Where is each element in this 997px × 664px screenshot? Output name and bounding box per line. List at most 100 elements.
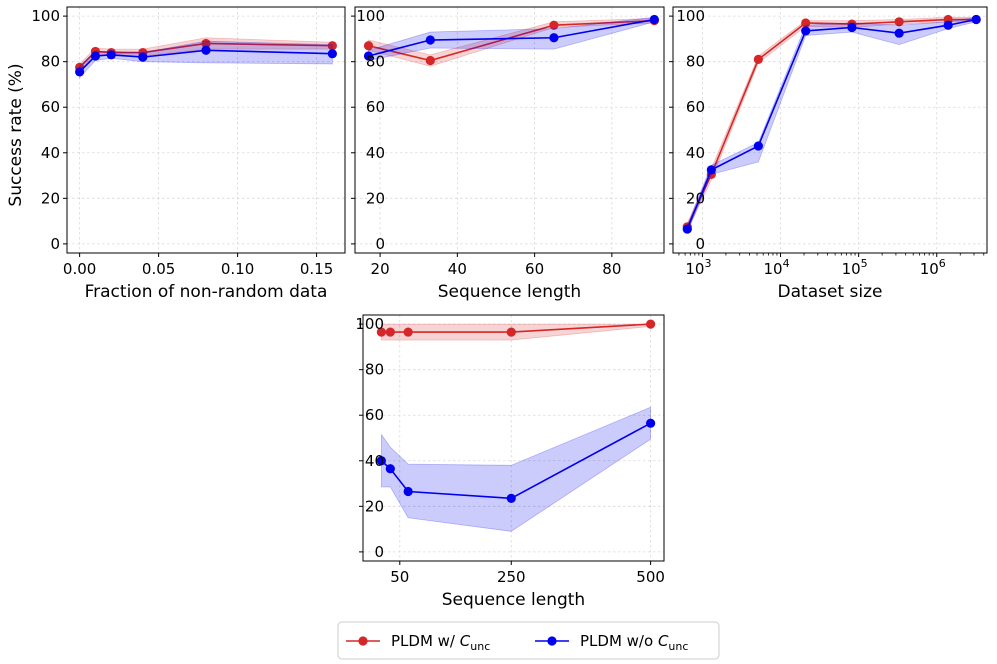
y-tick-label: 60	[366, 98, 385, 116]
y-tick-label: 20	[366, 189, 385, 207]
data-point	[894, 17, 904, 27]
x-tick-label: 20	[371, 260, 390, 278]
y-tick-label: 40	[686, 144, 705, 162]
data-point	[403, 327, 413, 337]
legend-entry-with-cunc: PLDM w/ Cunc	[346, 632, 490, 653]
data-point	[847, 22, 857, 33]
chart-panel-fraction: 0 20 40 60 80 100 0.00 0.05 0.10 0.15 Fraction of …	[31, 6, 346, 302]
series-with-cunc	[376, 319, 656, 341]
data-point	[327, 41, 337, 51]
y-tick-label: 100	[356, 7, 385, 25]
x-tick-label: 0.15	[300, 260, 333, 278]
data-point	[385, 464, 395, 474]
data-point	[706, 165, 716, 175]
data-point	[75, 67, 85, 77]
data-point	[90, 51, 101, 61]
data-point	[894, 28, 904, 38]
data-point	[425, 35, 435, 45]
y-tick-label: 60	[41, 98, 60, 116]
data-point	[376, 456, 386, 466]
y-tick-label: 100	[31, 7, 60, 25]
x-tick-label: 0.10	[221, 260, 254, 278]
x-tick-label: 50	[390, 568, 409, 586]
plot-frame	[354, 6, 665, 254]
y-tick-label: 0	[695, 235, 705, 253]
data-point	[801, 26, 811, 36]
x-tick-label: 106	[920, 257, 946, 278]
series-without-cunc	[376, 406, 656, 532]
data-point	[549, 33, 559, 43]
data-point	[506, 493, 516, 503]
legend-marker	[547, 636, 557, 646]
legend-box	[337, 621, 720, 660]
y-tick-label: 60	[686, 98, 705, 116]
y-tick-label: 100	[355, 315, 384, 333]
x-tick-label: 40	[448, 260, 467, 278]
confidence-band	[686, 16, 977, 231]
data-point	[385, 327, 395, 337]
data-point	[106, 50, 116, 60]
y-tick-label: 80	[41, 53, 60, 71]
data-point	[646, 319, 656, 329]
data-point	[649, 14, 659, 25]
x-tick-label: 500	[636, 568, 665, 586]
x-tick-label: 0.05	[142, 260, 175, 278]
data-point	[971, 14, 981, 25]
data-point	[682, 224, 692, 234]
x-tick-label: 60	[525, 260, 544, 278]
legend-marker	[358, 636, 368, 646]
x-tick-label: 105	[842, 257, 868, 278]
data-point	[363, 41, 374, 51]
data-point	[425, 55, 435, 66]
series-without-cunc	[682, 14, 981, 234]
y-tick-label: 0	[50, 235, 60, 253]
data-point	[363, 51, 374, 61]
series-without-cunc	[363, 14, 659, 62]
x-tick-label: 104	[763, 257, 789, 278]
series-line	[686, 18, 977, 228]
data-point	[549, 20, 559, 30]
y-tick-label: 80	[686, 53, 705, 71]
x-axis-label: Sequence length	[442, 590, 585, 610]
x-tick-label: 103	[685, 257, 711, 278]
x-axis-label: Dataset size	[778, 282, 883, 302]
data-point	[753, 54, 763, 64]
y-tick-label: 60	[365, 406, 384, 424]
legend: PLDM w/ Cunc PLDM w/o Cunc	[337, 621, 720, 660]
plot-frame	[362, 314, 665, 562]
y-tick-label: 80	[366, 53, 385, 71]
y-tick-label: 80	[365, 361, 384, 379]
data-point	[201, 38, 211, 49]
x-tick-label: 80	[602, 260, 621, 278]
series-line	[368, 19, 655, 62]
data-point	[201, 45, 211, 55]
data-point	[646, 418, 656, 428]
y-tick-label: 40	[41, 144, 60, 162]
y-tick-label: 20	[686, 189, 705, 207]
y-axis-label: Success rate (%)	[6, 63, 26, 206]
legend-label: PLDM w/o Cunc	[580, 632, 688, 653]
data-point	[753, 141, 763, 151]
x-axis-label: Sequence length	[438, 282, 581, 302]
data-point	[801, 18, 811, 28]
chart-panel-dataset: 0 20 40 60 80 100 103 104 105 106 Dataset size	[669, 6, 988, 302]
y-tick-label: 20	[365, 497, 384, 515]
series-with-cunc	[682, 14, 981, 232]
y-tick-label: 0	[374, 543, 384, 561]
legend-label: PLDM w/ Cunc	[391, 632, 490, 653]
plot-frame	[66, 6, 346, 254]
x-tick-label: 250	[497, 568, 526, 586]
y-tick-label: 40	[366, 144, 385, 162]
confidence-band	[380, 406, 652, 532]
data-point	[327, 49, 337, 59]
data-point	[138, 52, 148, 62]
y-tick-label: 20	[41, 189, 60, 207]
series-line	[368, 18, 655, 57]
series-without-cunc	[75, 40, 337, 79]
data-point	[506, 327, 516, 337]
y-tick-label: 100	[676, 7, 705, 25]
y-tick-label: 40	[365, 452, 384, 470]
data-point	[376, 327, 386, 337]
chart-panel-seqlen_top: 0 20 40 60 80 100 20 40 60 80 Sequence length	[351, 6, 665, 302]
